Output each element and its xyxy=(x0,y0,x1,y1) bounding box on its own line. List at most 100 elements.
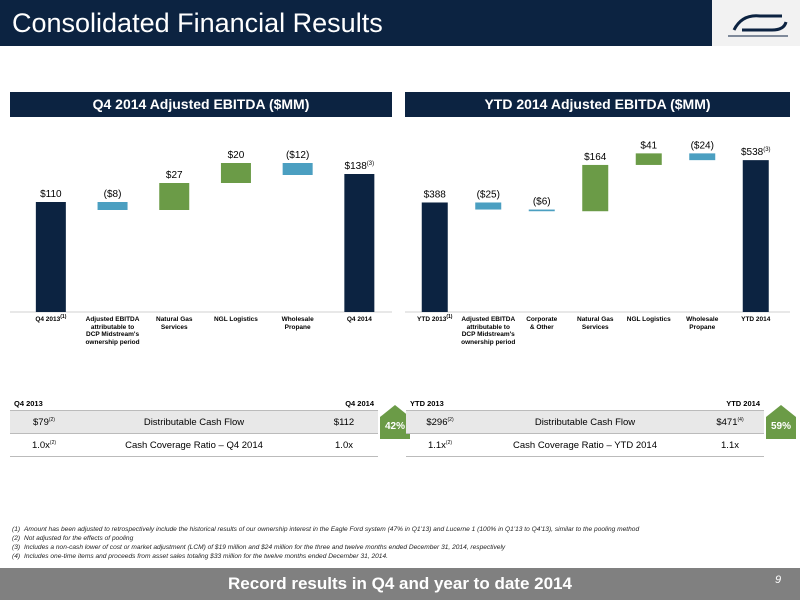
table-cell: Distributable Cash Flow xyxy=(78,410,310,434)
data-label-value: $164 xyxy=(584,152,607,163)
x-tick-label-text: Natural Gas Services xyxy=(156,316,193,331)
data-label: $538(3) xyxy=(741,147,771,158)
x-tick-label: Adjusted EBITDA attributable to DCP Mids… xyxy=(456,316,520,346)
chart-title: YTD 2014 Adjusted EBITDA ($MM) xyxy=(405,92,790,117)
data-label: $388 xyxy=(424,189,447,200)
cell-note: (2) xyxy=(48,416,55,423)
data-label-value: ($8) xyxy=(104,189,122,200)
chart: $110 ($8) $27 $20 ($12) $138(3) xyxy=(10,150,392,313)
cell-text: $471 xyxy=(716,416,738,428)
x-tick-label-text: NGL Logistics xyxy=(626,316,671,323)
x-tick-label: Q4 2014 xyxy=(327,316,391,324)
footnotes: (1) Amount has been adjusted to retrospec… xyxy=(12,525,792,561)
data-label-value: $27 xyxy=(166,170,183,181)
table-row: $296(2) Distributable Cash Flow $471(4) xyxy=(406,410,764,434)
data-label: $164 xyxy=(584,152,607,163)
cell-note: (2) xyxy=(49,439,57,446)
table-cell: $471(4) xyxy=(696,410,764,434)
table-cell: Distributable Cash Flow xyxy=(474,410,696,434)
footnote-text: Includes a non-cash lower of cost or mar… xyxy=(24,544,506,551)
cell-text: Cash Coverage Ratio – YTD 2014 xyxy=(513,439,657,451)
x-tick-label-note: (1) xyxy=(446,313,453,320)
x-tick-label-text: Adjusted EBITDA attributable to DCP Mids… xyxy=(461,316,516,346)
table-row: 1.1x(2) Cash Coverage Ratio – YTD 2014 1.1… xyxy=(406,433,764,457)
table-cell: $112 xyxy=(310,410,378,434)
data-label-note: (3) xyxy=(367,161,374,167)
bar xyxy=(421,202,448,312)
data-label: $138(3) xyxy=(345,161,375,172)
badge-text: 42% xyxy=(385,421,405,432)
data-label: ($24) xyxy=(691,140,714,151)
x-tick-label: Wholesale Propane xyxy=(266,316,330,331)
badge-arrow xyxy=(380,405,410,439)
cell-text: Distributable Cash Flow xyxy=(143,416,245,428)
footnote-mark: (2) xyxy=(12,535,21,542)
bar xyxy=(689,153,716,161)
bar xyxy=(159,183,190,210)
data-label: ($6) xyxy=(533,197,551,208)
bar xyxy=(635,153,662,165)
cell-text: 1.0x xyxy=(31,439,50,451)
badge-arrow xyxy=(766,405,796,439)
x-tick-label: Q4 2013(1) xyxy=(19,313,83,324)
footnote-mark: (4) xyxy=(12,553,21,560)
chart-title: Q4 2014 Adjusted EBITDA ($MM) xyxy=(10,92,392,117)
footnote-text: Includes one-time items and proceeds fro… xyxy=(24,553,388,560)
table-cell: 1.0x xyxy=(310,433,378,457)
footnote-text: Amount has been adjusted to retrospectiv… xyxy=(24,526,640,533)
data-label-value: $110 xyxy=(40,189,62,200)
bar xyxy=(528,209,555,212)
cell-text: 1.1x xyxy=(721,439,739,451)
badge-text: 59% xyxy=(771,421,791,432)
column-header: YTD 2014 xyxy=(696,397,764,411)
data-label-value: ($24) xyxy=(691,140,714,151)
x-tick-label-text: YTD 2013 xyxy=(417,316,447,323)
cell-text: Distributable Cash Flow xyxy=(534,416,636,428)
data-label: ($12) xyxy=(286,150,309,161)
x-tick-label-note: (1) xyxy=(60,313,67,320)
footer-bar xyxy=(0,568,800,600)
cell-text: $296 xyxy=(426,416,448,428)
x-tick-label: NGL Logistics xyxy=(204,316,268,324)
bar xyxy=(582,164,609,212)
slide-title: Consolidated Financial Results xyxy=(12,8,383,38)
x-tick-label: Corporate & Other xyxy=(510,316,574,331)
table-cell: $296(2) xyxy=(406,410,474,434)
table-cell: 1.1x xyxy=(696,433,764,457)
change-badge: 59% xyxy=(766,405,796,439)
x-tick-label: Natural Gas Services xyxy=(142,316,206,331)
data-label: $27 xyxy=(166,170,183,181)
column-spacer xyxy=(78,397,310,411)
table-cell: 1.0x(2) xyxy=(10,433,78,457)
change-badge: 42% xyxy=(380,405,410,439)
x-tick-label: Natural Gas Services xyxy=(563,316,627,331)
x-tick-label-text: Q4 2014 xyxy=(346,316,372,323)
data-label-value: ($6) xyxy=(533,197,551,208)
cell-note: (2) xyxy=(445,439,453,446)
x-tick-label-text: Q4 2013 xyxy=(35,316,61,323)
table-cell: Cash Coverage Ratio – YTD 2014 xyxy=(474,433,696,457)
data-label: ($25) xyxy=(477,189,500,200)
table-cell: Cash Coverage Ratio – Q4 2014 xyxy=(78,433,310,457)
bar xyxy=(35,202,66,312)
data-label-value: $538 xyxy=(741,147,764,158)
cell-text: $79 xyxy=(33,416,49,428)
x-tick-label-text: NGL Logistics xyxy=(213,316,258,323)
cell-text: 1.0x xyxy=(335,439,353,451)
column-header: Q4 2013 xyxy=(10,397,78,411)
table-header: Q4 2013 Q4 2014 xyxy=(10,397,378,411)
table-row: $79(2) Distributable Cash Flow $112 xyxy=(10,410,378,434)
data-label: $41 xyxy=(640,140,657,151)
x-tick-label-text: Natural Gas Services xyxy=(577,316,614,331)
footer-text: Record results in Q4 and year to date 20… xyxy=(228,574,572,593)
footnote: (4) Includes one-time items and proceeds … xyxy=(12,552,792,561)
summary-table: Q4 2013 Q4 2014 $79(2) Distributable Cash F… xyxy=(10,397,378,457)
footnote-mark: (1) xyxy=(12,526,21,533)
footnote: (1) Amount has been adjusted to retrospec… xyxy=(12,525,792,534)
column-spacer xyxy=(474,397,696,411)
x-tick-label: Adjusted EBITDA attributable to DCP Mids… xyxy=(81,316,145,346)
column-header: YTD 2013 xyxy=(406,397,474,411)
data-label-value: $138 xyxy=(345,161,368,172)
data-label-value: $41 xyxy=(640,140,657,151)
